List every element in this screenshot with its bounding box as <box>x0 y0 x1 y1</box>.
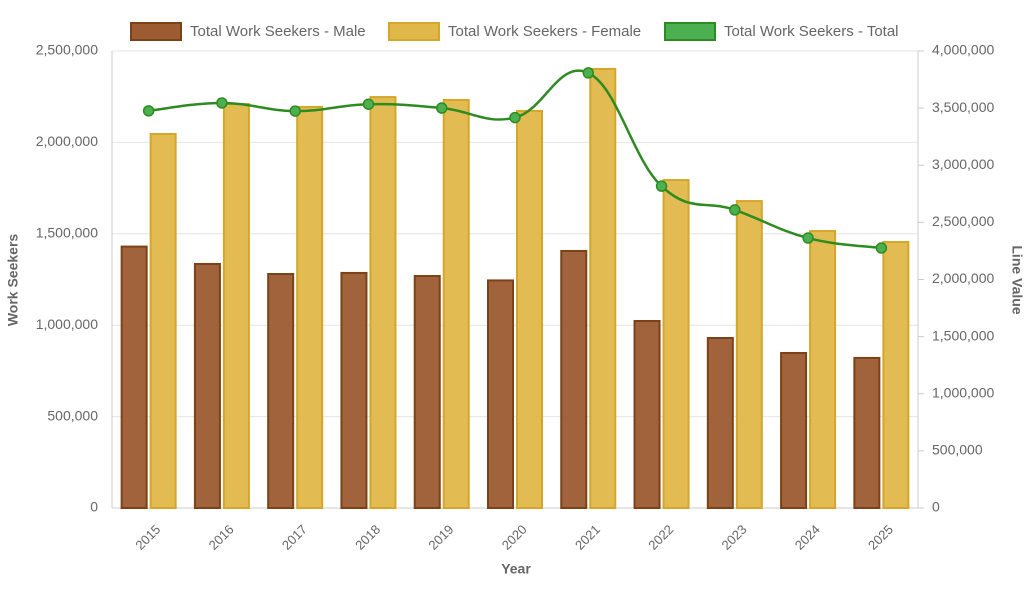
line <box>148 69 882 250</box>
bar <box>340 271 368 509</box>
x-tick-label: 2015 <box>132 522 163 553</box>
legend-label: Total Work Seekers - Total <box>724 23 899 40</box>
x-tick-label: 2016 <box>206 522 237 553</box>
bar <box>706 336 734 509</box>
bar <box>853 356 881 509</box>
y-tick-label: 2,000,000 <box>36 133 98 149</box>
y2-axis-title: Line Value <box>1009 245 1025 314</box>
bar <box>149 132 177 509</box>
x-tick-label: 2019 <box>425 522 456 553</box>
y2-tick-label: 2,000,000 <box>932 270 994 286</box>
line-point <box>875 242 888 254</box>
x-tick-label: 2020 <box>499 522 530 553</box>
line-point <box>216 97 228 109</box>
line-point <box>289 105 301 117</box>
line-point <box>802 232 814 244</box>
y2-tick-label: 3,000,000 <box>932 156 994 172</box>
line-point <box>362 98 375 110</box>
bar <box>120 245 148 509</box>
legend-label: Total Work Seekers - Male <box>190 23 366 40</box>
line-point <box>435 102 448 114</box>
y2-tick-label: 3,500,000 <box>932 99 994 115</box>
x-tick-label: 2022 <box>645 522 676 553</box>
bar <box>296 105 324 509</box>
bar <box>735 200 763 509</box>
legend-label: Total Work Seekers - Female <box>448 23 641 40</box>
bar <box>442 98 470 510</box>
bar <box>560 249 588 510</box>
line-point <box>582 67 595 79</box>
line-point <box>729 204 741 216</box>
x-tick-label: 2024 <box>792 522 823 553</box>
y2-tick-label: 4,000,000 <box>932 42 994 58</box>
y2-tick-label: 500,000 <box>932 442 983 458</box>
y2-tick-label: 2,500,000 <box>932 213 994 229</box>
y-tick-label: 1,000,000 <box>36 316 98 332</box>
bar <box>222 103 250 510</box>
line-point <box>655 180 668 192</box>
bar <box>369 96 397 509</box>
bar <box>809 230 837 509</box>
x-tick-label: 2018 <box>352 522 383 553</box>
bar <box>882 241 910 509</box>
y2-tick-label: 1,500,000 <box>932 327 994 343</box>
legend-swatch <box>130 22 182 41</box>
y2-tick-label: 0 <box>932 499 940 515</box>
y-axis-title: Work Seekers <box>5 234 21 327</box>
y-tick-label: 500,000 <box>47 407 98 423</box>
bar <box>662 179 690 509</box>
bar <box>633 319 661 509</box>
bar <box>589 67 617 509</box>
bar <box>413 275 441 509</box>
bar <box>516 109 543 509</box>
y2-tick-label: 1,000,000 <box>932 384 994 400</box>
x-axis-title: Year <box>501 561 531 577</box>
bar <box>193 262 221 509</box>
bar <box>487 279 514 509</box>
line-point <box>509 111 521 124</box>
line-point <box>142 105 155 117</box>
x-tick-label: 2023 <box>719 522 750 553</box>
legend-swatch <box>388 22 440 41</box>
y-tick-label: 2,500,000 <box>36 42 98 58</box>
x-tick-label: 2017 <box>279 522 310 553</box>
y-tick-label: 1,500,000 <box>36 225 98 241</box>
y-tick-label: 0 <box>90 499 98 515</box>
legend-swatch <box>664 22 716 41</box>
bar <box>267 273 295 509</box>
x-tick-label: 2021 <box>572 522 603 553</box>
x-tick-label: 2025 <box>865 522 896 553</box>
bar <box>780 351 808 509</box>
